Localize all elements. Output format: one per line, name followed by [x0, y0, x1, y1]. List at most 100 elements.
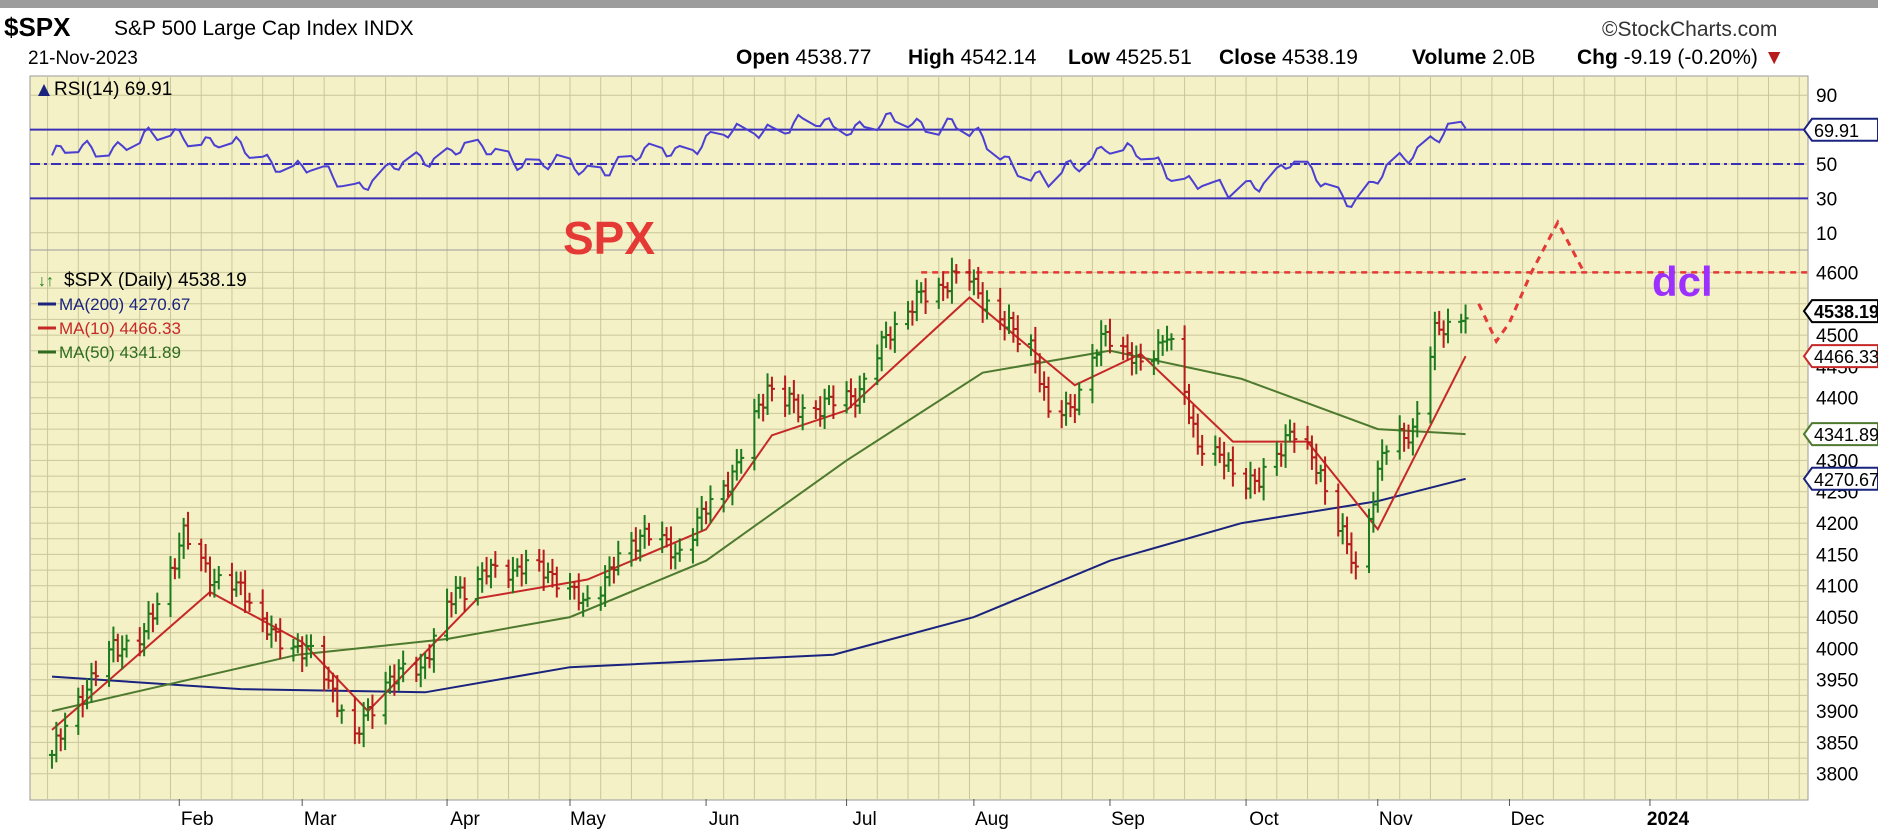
rsi-tick-label: 50	[1816, 155, 1837, 176]
legend-ma200: MA(200) 4270.67	[59, 295, 190, 314]
quote-change: Chg -9.19 (-0.20%) ▼	[1577, 46, 1785, 69]
ma200-value-tag: 4270.67	[1802, 466, 1878, 491]
rsi-value-tag: 69.91	[1802, 117, 1878, 142]
month-label: Nov	[1379, 809, 1413, 830]
legend-ma10: MA(10) 4466.33	[59, 319, 181, 338]
ohlc-bar	[185, 511, 192, 550]
month-label: Oct	[1249, 809, 1279, 830]
quote-high: High 4542.14	[908, 46, 1037, 69]
quote-open: Open 4538.77	[736, 46, 872, 69]
ohlc-bar	[338, 704, 345, 724]
price-tick-label: 4050	[1816, 608, 1858, 629]
ohlc-bar	[799, 394, 806, 431]
price-tick-label: 4150	[1816, 545, 1858, 566]
ohlc-bar	[1199, 434, 1206, 466]
ohlc-bar	[1045, 376, 1052, 418]
chart-date: 21-Nov-2023	[28, 48, 138, 69]
svg-text:4341.89: 4341.89	[1814, 425, 1878, 445]
legend-ma50: MA(50) 4341.89	[59, 343, 181, 362]
ohlc-bar	[430, 628, 437, 673]
chart-plot-area	[29, 75, 1809, 801]
ma50-value-tag: 4341.89	[1802, 422, 1878, 447]
ohlc-bar	[1260, 458, 1267, 501]
ohlc-bar	[984, 290, 991, 320]
month-label: 2024	[1647, 809, 1690, 830]
ohlc-bar	[215, 566, 222, 590]
ohlc-bar	[1106, 318, 1113, 354]
ohlc-bar	[400, 650, 407, 683]
ohlc-bar	[277, 618, 284, 660]
month-label: Sep	[1111, 809, 1145, 830]
month-label: Apr	[450, 809, 480, 830]
ohlc-bar	[1168, 333, 1175, 351]
month-label: Aug	[975, 809, 1009, 830]
ohlc-bar	[738, 448, 745, 474]
rsi-legend: RSI(14) 69.91	[38, 79, 172, 100]
ohlc-bar	[830, 385, 837, 420]
ohlc-bar	[1462, 304, 1469, 334]
ohlc-bar	[1414, 401, 1421, 438]
ohlc-bar	[246, 592, 253, 612]
ohlc-bar	[953, 264, 960, 284]
ohlc-bar	[1352, 551, 1359, 580]
quote-low: Low 4525.51	[1068, 46, 1192, 69]
ohlc-bar	[707, 485, 714, 524]
bars-icon: ↓↑	[38, 273, 54, 290]
ohlc-bar	[768, 376, 775, 402]
rsi-legend-text: RSI(14) 69.91	[54, 79, 172, 100]
price-tick-label: 4200	[1816, 514, 1858, 535]
ohlc-bar	[307, 634, 314, 659]
ohlc-bar	[676, 538, 683, 562]
rsi-axis: 9070503010	[1816, 86, 1837, 245]
ohlc-bar	[553, 566, 560, 598]
ohlc-bars	[48, 257, 1469, 769]
ohlc-bar	[369, 694, 376, 729]
index-name: S&P 500 Large Cap Index INDX	[114, 17, 414, 40]
rsi-tick-label: 90	[1816, 86, 1837, 107]
price-tick-label: 4000	[1816, 639, 1858, 660]
ohlc-bar	[922, 278, 929, 314]
symbol-title: $SPX	[4, 12, 71, 42]
dcl-annotation: dcl	[1652, 258, 1713, 305]
date-axis: Feb Mar Apr May Jun Jul Aug Sep Oct Nov Dec 2024	[178, 799, 1690, 830]
ma50-line	[51, 349, 1466, 713]
ohlc-bar	[861, 372, 868, 403]
month-label: Mar	[304, 809, 337, 830]
price-tick-label: 4500	[1816, 326, 1858, 347]
ohlc-bar	[1445, 308, 1452, 344]
price-tick-label: 4400	[1816, 389, 1858, 410]
price-tick-label: 4600	[1816, 263, 1858, 284]
price-tick-label: 3950	[1816, 671, 1858, 692]
ohlc-bar	[461, 577, 468, 613]
exchange-label: INDX	[363, 17, 414, 40]
rsi-levels	[30, 128, 1808, 200]
ohlc-bar	[1076, 382, 1083, 416]
price-value-tag: 4538.19	[1802, 299, 1878, 324]
ohlc-bar	[1322, 456, 1329, 505]
down-triangle-icon: ▼	[1763, 46, 1785, 69]
ohlc-bar	[154, 592, 161, 625]
rsi-line	[51, 111, 1467, 209]
legend-spx: $SPX (Daily) 4538.19	[64, 270, 247, 291]
quote-close: Close 4538.19	[1219, 46, 1358, 69]
month-label: Jun	[709, 809, 740, 830]
ohlc-bar	[1014, 315, 1021, 353]
spx-annotation: SPX	[563, 212, 655, 264]
quote-volume: Volume 2.0B	[1412, 46, 1536, 69]
ohlc-bar	[492, 551, 499, 578]
month-label: Dec	[1511, 809, 1545, 830]
svg-text:4466.33: 4466.33	[1814, 347, 1878, 367]
price-legend: ↓↑ $SPX (Daily) 4538.19 MA(200) 4270.67 …	[38, 270, 247, 362]
ohlc-bar	[1291, 422, 1298, 453]
price-tick-label: 3850	[1816, 733, 1858, 754]
triangle-icon	[38, 84, 50, 96]
ohlc-bar	[92, 660, 99, 687]
month-label: Feb	[181, 809, 214, 830]
ohlc-bar	[891, 311, 898, 353]
ma10-value-tag: 4466.33	[1802, 344, 1878, 369]
ohlc-bar	[584, 585, 591, 608]
ohlc-bar	[523, 549, 530, 585]
ohlc-bar	[123, 634, 130, 658]
ma10-line	[51, 296, 1467, 731]
